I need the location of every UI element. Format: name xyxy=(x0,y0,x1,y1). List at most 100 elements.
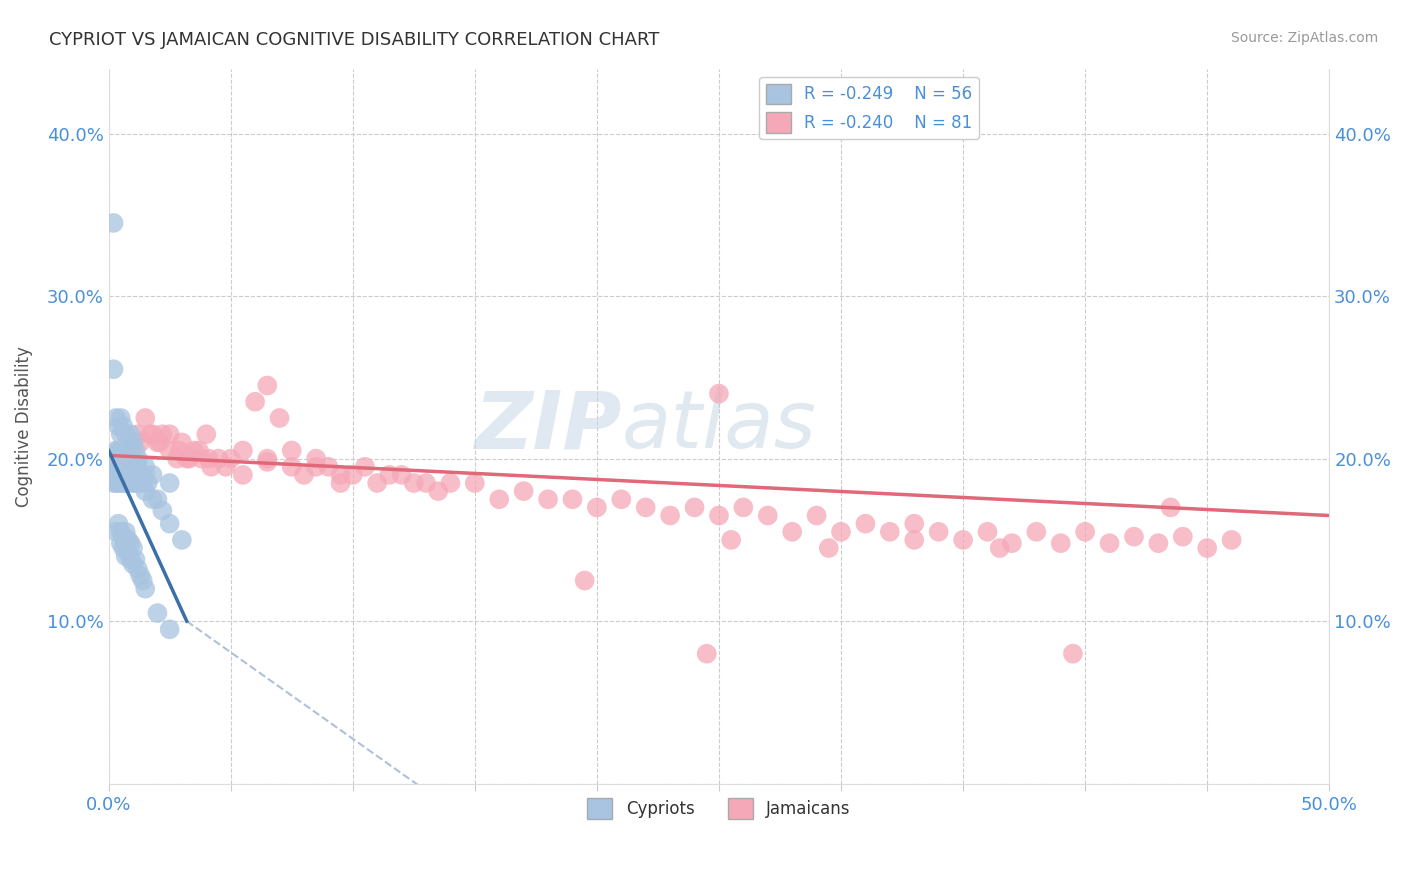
Point xyxy=(243,394,266,409)
Point xyxy=(707,386,730,401)
Point xyxy=(1160,500,1182,515)
Point xyxy=(879,524,901,539)
Point xyxy=(114,536,136,550)
Point xyxy=(280,459,302,474)
Point xyxy=(104,459,127,474)
Point xyxy=(1197,541,1219,555)
Point xyxy=(200,459,222,474)
Point xyxy=(134,467,156,482)
Point xyxy=(232,443,254,458)
Point xyxy=(139,427,162,442)
Point xyxy=(142,427,165,442)
Point xyxy=(464,476,486,491)
Point xyxy=(132,476,155,491)
Point xyxy=(122,476,145,491)
Point xyxy=(928,524,950,539)
Point xyxy=(190,451,212,466)
Point xyxy=(305,451,328,466)
Point xyxy=(1098,536,1121,550)
Point xyxy=(120,451,142,466)
Point xyxy=(610,492,633,507)
Point xyxy=(134,484,156,499)
Point xyxy=(903,533,925,547)
Point xyxy=(114,451,136,466)
Point xyxy=(817,541,839,555)
Point xyxy=(976,524,998,539)
Point xyxy=(134,582,156,596)
Point xyxy=(146,435,169,450)
Point xyxy=(107,476,129,491)
Point xyxy=(574,574,596,588)
Point xyxy=(305,459,328,474)
Point xyxy=(329,467,352,482)
Point xyxy=(142,492,165,507)
Point xyxy=(146,492,169,507)
Point xyxy=(1123,530,1146,544)
Point xyxy=(197,451,219,466)
Point xyxy=(103,216,125,230)
Point xyxy=(159,623,181,637)
Text: atlas: atlas xyxy=(621,387,815,465)
Point xyxy=(170,533,193,547)
Point xyxy=(124,443,146,458)
Point xyxy=(127,459,149,474)
Point xyxy=(415,476,437,491)
Point xyxy=(756,508,779,523)
Point xyxy=(903,516,925,531)
Point xyxy=(150,503,173,517)
Point xyxy=(634,500,657,515)
Point xyxy=(114,443,136,458)
Point xyxy=(122,558,145,572)
Point xyxy=(232,467,254,482)
Point xyxy=(256,455,278,469)
Point xyxy=(107,419,129,434)
Text: ZIP: ZIP xyxy=(474,387,621,465)
Point xyxy=(112,419,135,434)
Point xyxy=(107,443,129,458)
Point xyxy=(127,476,149,491)
Point xyxy=(112,459,135,474)
Point xyxy=(733,500,755,515)
Point xyxy=(117,443,139,458)
Point xyxy=(176,451,198,466)
Point xyxy=(117,435,139,450)
Point xyxy=(280,443,302,458)
Point xyxy=(1062,647,1084,661)
Point xyxy=(830,524,852,539)
Point xyxy=(169,443,191,458)
Point xyxy=(117,533,139,547)
Point xyxy=(112,476,135,491)
Point xyxy=(120,427,142,442)
Point xyxy=(110,524,132,539)
Point xyxy=(537,492,560,507)
Point xyxy=(696,647,718,661)
Point xyxy=(112,530,135,544)
Point xyxy=(104,524,127,539)
Point xyxy=(110,443,132,458)
Point xyxy=(659,508,682,523)
Point xyxy=(292,467,315,482)
Point xyxy=(112,541,135,555)
Point xyxy=(127,451,149,466)
Point xyxy=(683,500,706,515)
Point xyxy=(170,435,193,450)
Point xyxy=(114,524,136,539)
Point xyxy=(256,378,278,392)
Point xyxy=(129,568,152,582)
Point xyxy=(117,459,139,474)
Point xyxy=(117,476,139,491)
Point xyxy=(342,467,364,482)
Point xyxy=(1171,530,1194,544)
Point xyxy=(207,451,229,466)
Point xyxy=(806,508,828,523)
Point xyxy=(366,476,388,491)
Point xyxy=(150,427,173,442)
Point xyxy=(120,536,142,550)
Point xyxy=(122,435,145,450)
Point xyxy=(378,467,401,482)
Point xyxy=(110,451,132,466)
Point xyxy=(1220,533,1243,547)
Point xyxy=(129,467,152,482)
Point xyxy=(110,427,132,442)
Point xyxy=(439,476,461,491)
